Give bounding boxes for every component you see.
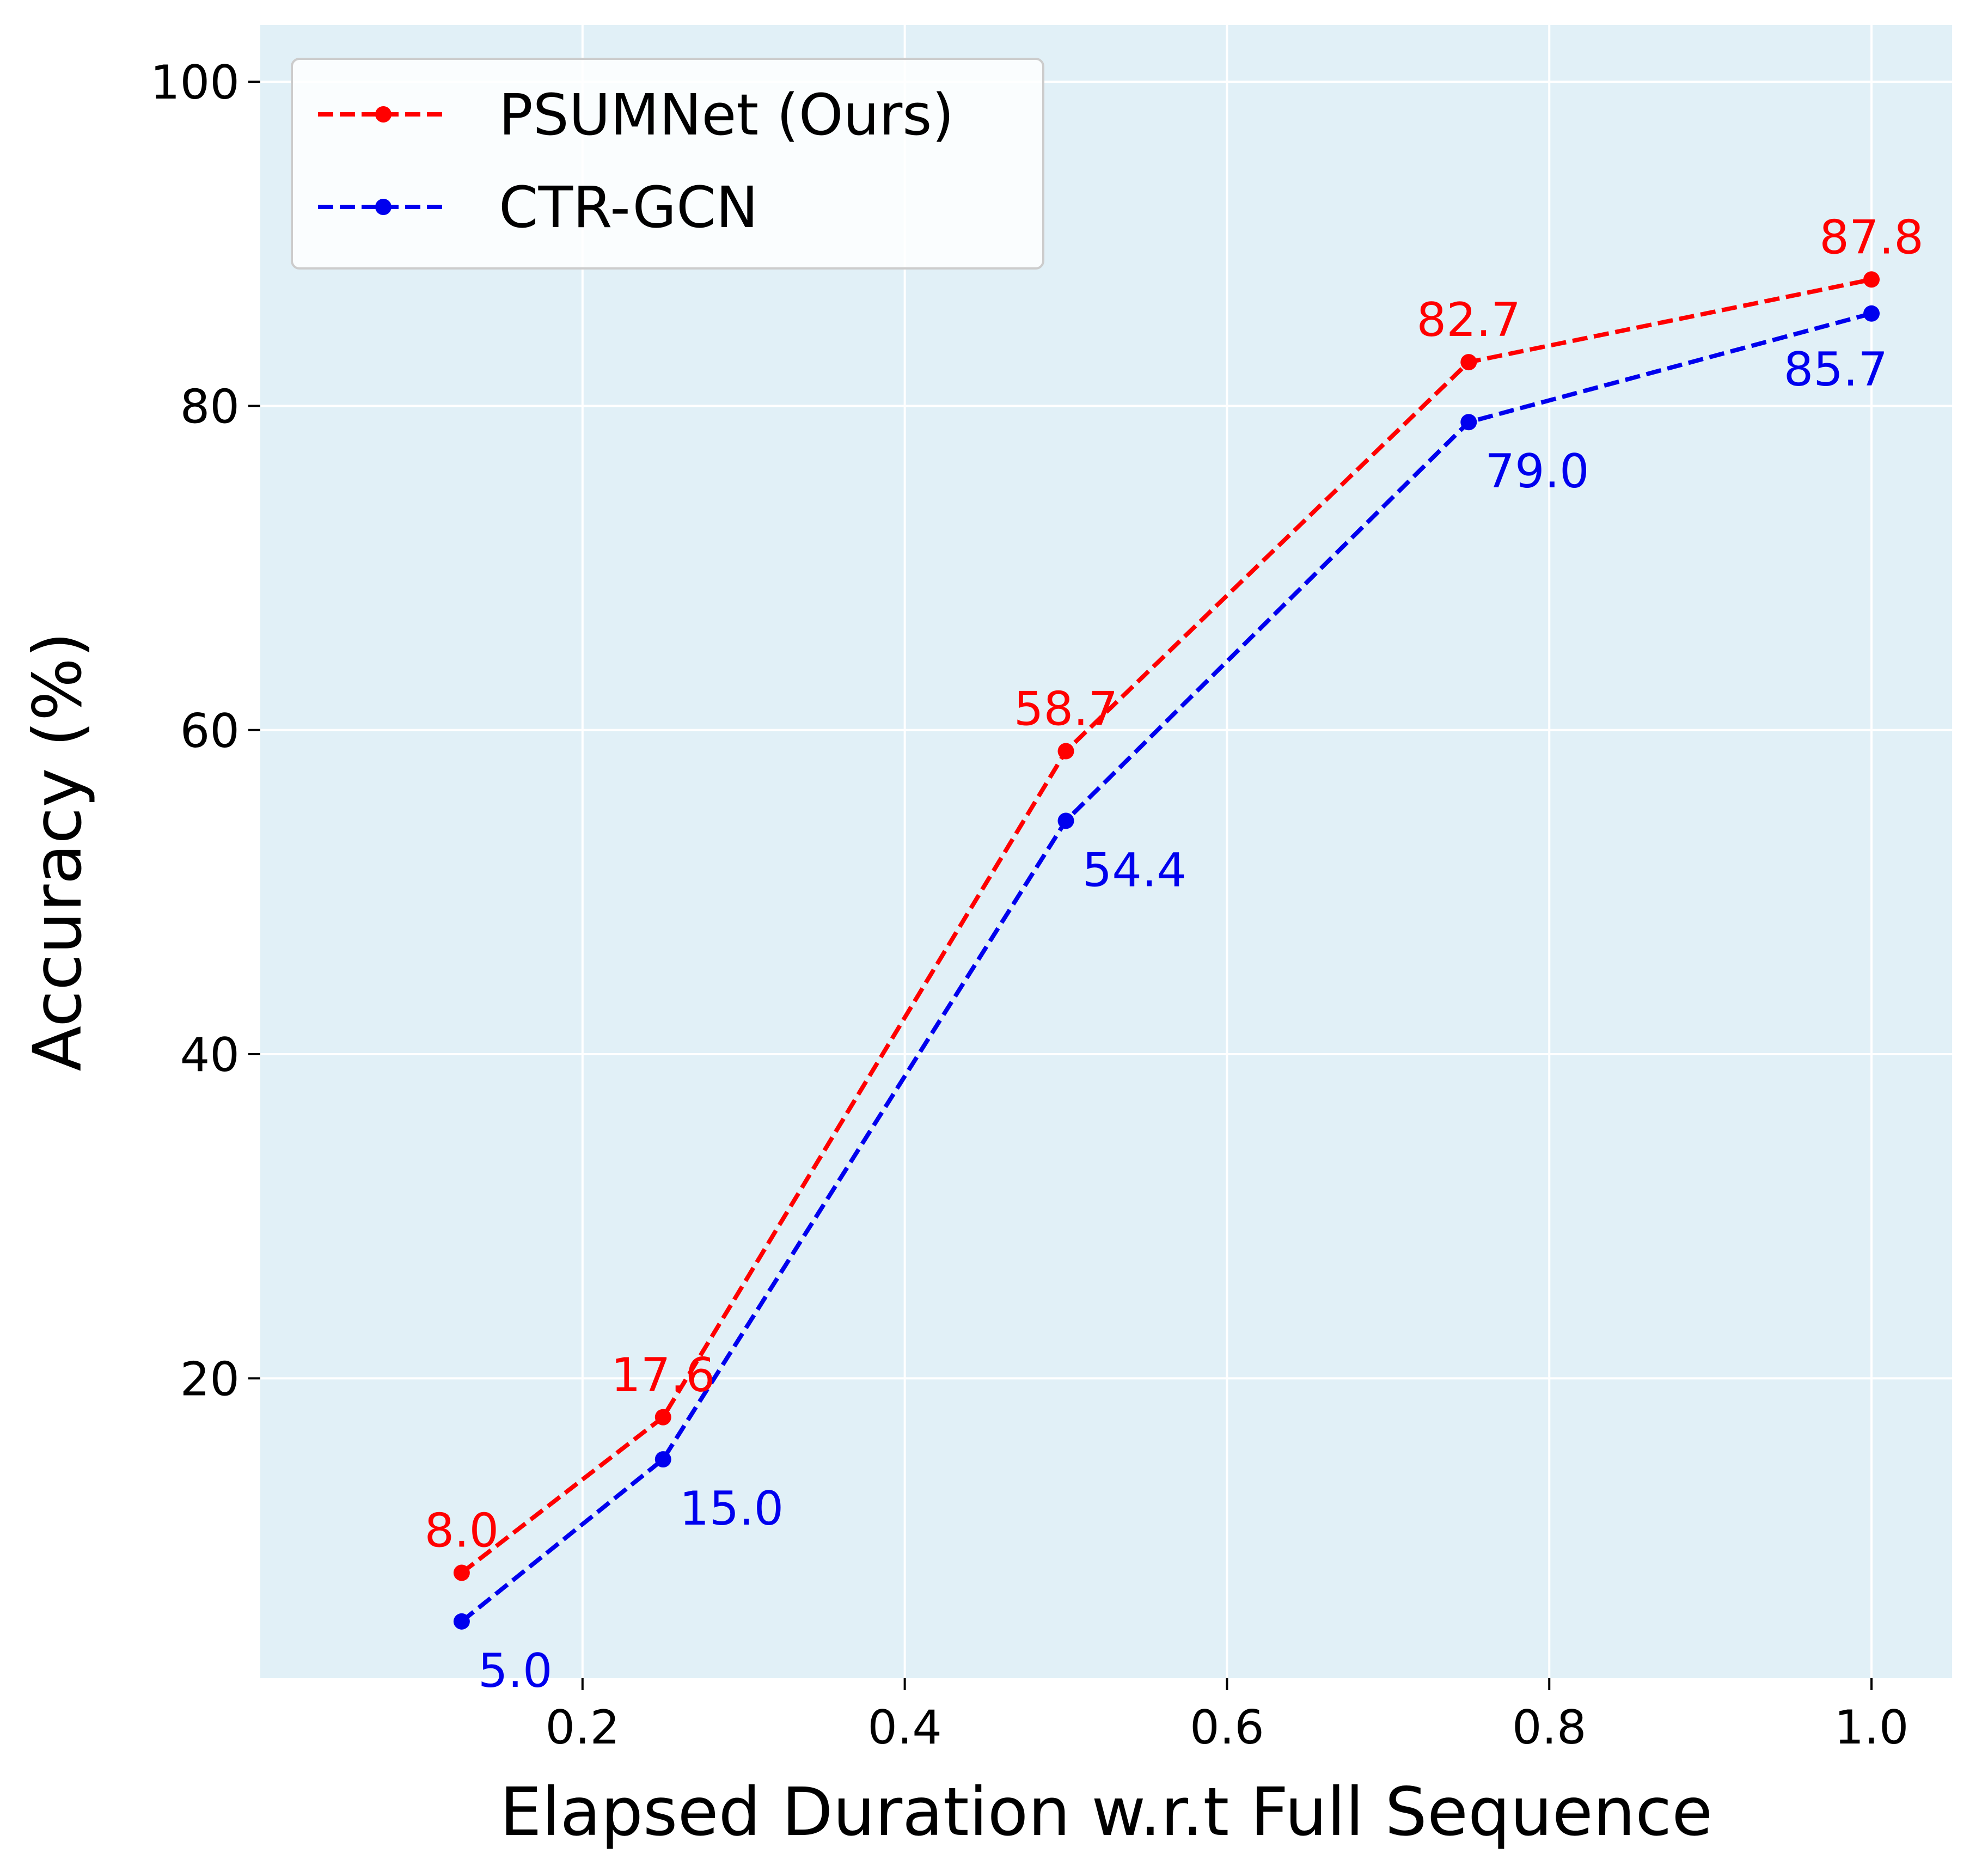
x-tick-label-1: 0.4 — [867, 1700, 942, 1755]
legend-marker-1 — [375, 199, 392, 215]
series-0-point-0 — [453, 1564, 470, 1581]
series-0-point-4 — [1863, 271, 1880, 288]
axes: 0.2 0.4 0.6 0.8 1.0 20 40 60 80 100 — [150, 56, 1909, 1755]
series-1-label-3: 79.0 — [1485, 444, 1589, 499]
series-1-point-2 — [1057, 812, 1074, 829]
x-tick-label-3: 0.8 — [1512, 1700, 1587, 1755]
series-1-label-0: 5.0 — [478, 1644, 553, 1698]
legend-box — [291, 58, 1044, 270]
legend-label-0: PSUMNet (Ours) — [499, 82, 954, 148]
x-axis-title: Elapsed Duration w.r.t Full Sequence — [500, 1773, 1713, 1851]
series-0-label-3: 82.7 — [1417, 293, 1521, 347]
series-1-point-0 — [453, 1613, 470, 1630]
y-tick-label-0: 20 — [180, 1352, 240, 1406]
series-0-label-2: 58.7 — [1014, 682, 1118, 736]
series-1-point-4 — [1863, 305, 1880, 322]
series-0-label-4: 87.8 — [1819, 210, 1923, 265]
legend-label-1: CTR-GCN — [499, 174, 759, 241]
y-tick-label-4: 100 — [150, 56, 240, 110]
grid-lines — [260, 25, 1952, 1678]
series-1-label-1: 15.0 — [680, 1482, 784, 1536]
series-0-label-0: 8.0 — [424, 1504, 499, 1558]
data-labels: 8.0 17.6 58.7 82.7 87.8 5.0 15.0 54.4 79.0 85.7 — [424, 210, 1923, 1698]
y-tick-label-3: 80 — [180, 380, 240, 434]
y-axis-title: Accuracy (%) — [19, 632, 96, 1072]
x-tick-label-2: 0.6 — [1190, 1700, 1264, 1755]
legend-marker-0 — [375, 106, 392, 123]
series-layer — [453, 271, 1880, 1630]
y-tick-label-2: 60 — [180, 704, 240, 758]
series-0-point-2 — [1057, 743, 1074, 760]
y-tick-label-1: 40 — [180, 1028, 240, 1082]
legend: PSUMNet (Ours) CTR-GCN — [291, 58, 1044, 270]
x-tick-label-4: 1.0 — [1834, 1700, 1909, 1755]
series-1-label-4: 85.7 — [1784, 342, 1888, 397]
series-0-point-1 — [654, 1409, 671, 1426]
series-1-point-1 — [654, 1451, 671, 1468]
series-1-point-3 — [1460, 414, 1477, 431]
series-0-point-3 — [1460, 354, 1477, 371]
plot-background — [260, 25, 1952, 1678]
series-0-label-1: 17.6 — [611, 1348, 715, 1403]
series-1-label-2: 54.4 — [1082, 843, 1186, 897]
x-tick-label-0: 0.2 — [545, 1700, 620, 1755]
